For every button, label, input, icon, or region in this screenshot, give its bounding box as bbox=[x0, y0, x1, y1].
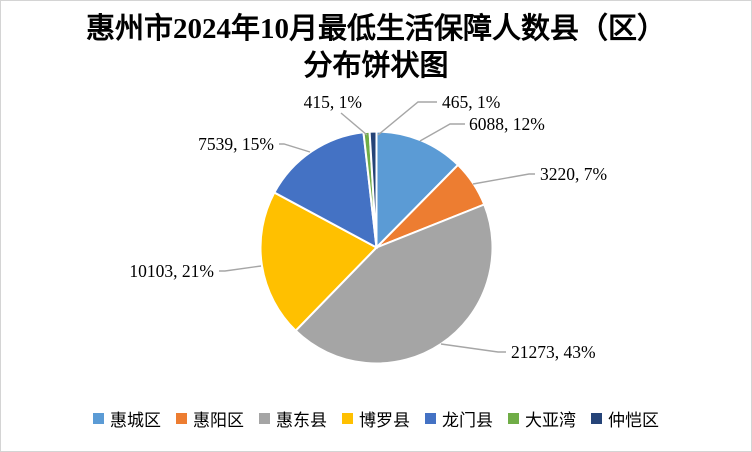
legend-item-5: 龙门县 bbox=[425, 406, 493, 431]
legend-swatch-5 bbox=[425, 413, 436, 424]
legend-label-2: 惠阳区 bbox=[193, 411, 244, 430]
legend-item-1: 惠城区 bbox=[93, 406, 161, 431]
legend-item-4: 博罗县 bbox=[342, 406, 410, 431]
legend-item-3: 惠东县 bbox=[259, 406, 327, 431]
legend-item-6: 大亚湾 bbox=[508, 406, 576, 431]
pie-slice-7: 仲恺区 465, 1% bbox=[368, 130, 378, 248]
data-label-5: 7539, 15% bbox=[198, 134, 274, 154]
data-label-3: 21273, 43% bbox=[511, 342, 596, 362]
legend-label-5: 龙门县 bbox=[442, 411, 493, 430]
pie-slice-4: 博罗县 10103, 21% bbox=[259, 191, 379, 333]
chart-legend: 惠城区 惠阳区 惠东县 博罗县 龙门县 大亚湾 仲恺区 bbox=[1, 406, 751, 431]
legend-swatch-2 bbox=[176, 413, 187, 424]
data-label-7: 465, 1% bbox=[442, 92, 500, 112]
data-label-2: 3220, 7% bbox=[540, 164, 607, 184]
chart-title-line-1: 惠州市2024年10月最低生活保障人数县（区） bbox=[85, 13, 666, 45]
legend-label-1: 惠城区 bbox=[110, 411, 161, 430]
data-label-6: 415, 1% bbox=[304, 92, 362, 112]
legend-swatch-6 bbox=[508, 413, 519, 424]
chart-title-line-2: 分布饼状图 bbox=[303, 50, 449, 82]
pie-slice-3: 惠东县 21273, 43% bbox=[294, 203, 494, 365]
legend-label-7: 仲恺区 bbox=[608, 411, 659, 430]
legend-item-2: 惠阳区 bbox=[176, 406, 244, 431]
legend-swatch-4 bbox=[342, 413, 353, 424]
legend-swatch-1 bbox=[93, 413, 104, 424]
legend-label-6: 大亚湾 bbox=[525, 411, 576, 430]
leader-line-3 bbox=[440, 343, 506, 353]
legend-label-3: 惠东县 bbox=[276, 411, 327, 430]
legend-swatch-3 bbox=[259, 413, 270, 424]
leader-line-1 bbox=[419, 123, 465, 142]
legend-swatch-7 bbox=[591, 413, 602, 424]
leader-line-5 bbox=[279, 143, 311, 153]
leader-line-6 bbox=[340, 112, 368, 136]
leader-line-2 bbox=[472, 173, 535, 185]
leader-line-7 bbox=[377, 101, 437, 136]
pie-slice-5: 龙门县 7539, 15% bbox=[272, 131, 378, 250]
data-label-4: 10103, 21% bbox=[129, 261, 214, 281]
legend-item-7: 仲恺区 bbox=[591, 406, 659, 431]
leader-line-4 bbox=[219, 265, 262, 272]
chart-title: 惠州市2024年10月最低生活保障人数县（区） 分布饼状图 bbox=[1, 11, 751, 85]
data-label-1: 6088, 12% bbox=[469, 114, 545, 134]
legend-label-4: 博罗县 bbox=[359, 411, 410, 430]
